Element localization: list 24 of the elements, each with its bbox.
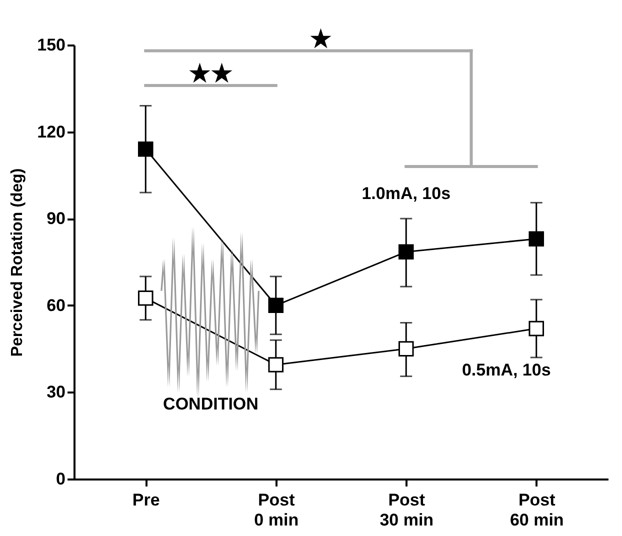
annotation: ★	[310, 26, 332, 53]
x-tick-label: Post 0 min	[254, 490, 299, 530]
y-tick-label: 60	[46, 296, 66, 315]
point	[138, 290, 154, 306]
x-tick-label: Pre	[132, 490, 160, 510]
y-tick-label: 120	[37, 122, 66, 142]
y-tick-label: 0	[56, 470, 66, 488]
point	[138, 142, 154, 157]
text: 1.0mA, 10s	[362, 184, 451, 203]
x-tick-label: Post 30 min	[380, 490, 434, 530]
x-tick-label: Post 60 min	[510, 490, 564, 530]
y-axis-title: Perceived Rotation (deg)	[9, 168, 26, 357]
point	[268, 298, 284, 314]
annotation: CONDITION	[163, 394, 258, 414]
point	[528, 231, 544, 246]
point	[268, 357, 284, 372]
y-tick-label: 150	[37, 36, 66, 54]
point	[528, 320, 544, 336]
y-tick-label: 30	[46, 382, 66, 402]
annotation: ★★	[188, 60, 233, 88]
y-tick-label: 90	[46, 209, 66, 228]
point	[398, 341, 414, 356]
point	[398, 244, 414, 260]
series-label: 0.5mA, 10s	[462, 360, 551, 380]
